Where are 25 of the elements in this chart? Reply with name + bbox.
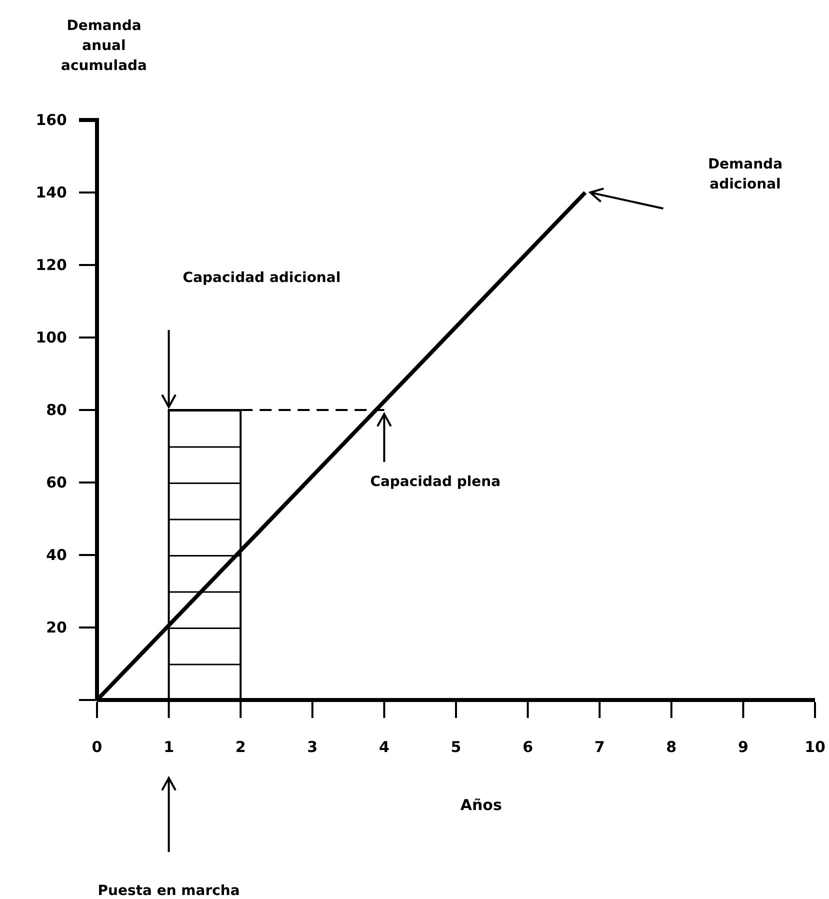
x-axis-title: Años bbox=[460, 796, 502, 814]
text: Puesta en marcha bbox=[98, 883, 240, 899]
x-tick-label: 6 bbox=[522, 738, 534, 756]
y-tick-label: 20 bbox=[46, 618, 67, 636]
y-tick-label: 140 bbox=[36, 183, 67, 202]
annotation: Demanda adicional bbox=[708, 156, 783, 192]
y-tick-label: 120 bbox=[36, 256, 67, 274]
y-tick-label: 100 bbox=[36, 328, 67, 346]
x-tick-label: 1 bbox=[164, 738, 174, 756]
y-axis-title: Demanda anual acumulada bbox=[61, 18, 147, 74]
x-tick-label: 10 bbox=[804, 738, 826, 756]
annotation: Capacidad adicional bbox=[182, 270, 341, 286]
y-tick-label: 160 bbox=[36, 110, 67, 129]
x-tick-label: 2 bbox=[235, 738, 246, 756]
x-tick-label: 7 bbox=[594, 738, 605, 756]
x-tick-label: 5 bbox=[450, 738, 462, 756]
annotation: Capacidad plena bbox=[370, 474, 501, 490]
x-tick-label: 0 bbox=[92, 738, 102, 756]
y-tick-label: 80 bbox=[46, 400, 67, 419]
y-tick-label: 60 bbox=[46, 473, 67, 492]
x-tick-label: 4 bbox=[378, 738, 390, 756]
x-tick-label: 8 bbox=[666, 738, 677, 756]
x-tick-label: 3 bbox=[307, 738, 318, 756]
y-tick-label: 40 bbox=[46, 546, 67, 564]
x-tick-label: 9 bbox=[738, 738, 748, 756]
